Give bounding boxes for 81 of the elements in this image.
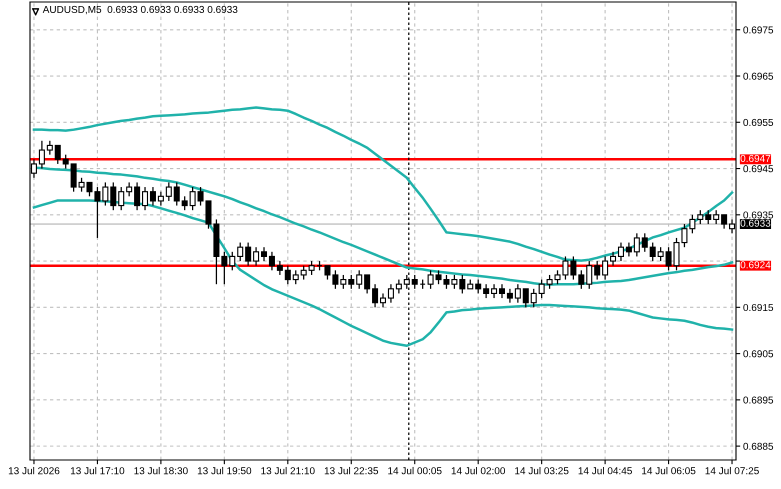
y-tick-label: 0.6955 [743, 118, 774, 126]
candlestick [689, 214, 696, 234]
candlestick [221, 251, 228, 285]
candlestick [443, 274, 450, 290]
candlestick [570, 256, 576, 280]
candlestick [158, 191, 164, 206]
candlestick [610, 251, 616, 266]
x-tick-label: 13 Jul 17:10 [70, 466, 124, 474]
candlestick [94, 186, 100, 239]
candlestick [602, 256, 608, 280]
candlestick [673, 237, 680, 271]
candlestick [634, 232, 640, 258]
candlestick [253, 246, 260, 266]
candlestick [245, 242, 252, 266]
x-tick-label: 14 Jul 03:25 [515, 466, 568, 474]
candlestick [658, 246, 664, 262]
candlestick [134, 182, 140, 211]
candlestick [316, 260, 323, 271]
candlestick [150, 186, 156, 206]
candlestick [205, 200, 212, 230]
candlestick [324, 265, 330, 280]
y-tick-label: 0.6945 [743, 165, 774, 172]
candlestick [372, 284, 378, 308]
candlestick [554, 270, 561, 285]
x-tick-label: 14 Jul 00:05 [388, 466, 442, 474]
candlestick [451, 274, 458, 290]
candlestick [102, 182, 108, 206]
x-tick-label: 13 Jul 22:35 [324, 466, 378, 474]
candlestick [332, 270, 338, 290]
candlestick [420, 278, 426, 290]
y-tick-label: 0.6895 [743, 396, 774, 404]
candlestick [260, 246, 268, 262]
candlestick [428, 270, 434, 290]
candlestick [70, 163, 77, 192]
candlestick [364, 274, 370, 294]
candlestick [721, 214, 728, 230]
candlestick [498, 284, 506, 299]
x-tick-label: 13 Jul 2026 [8, 466, 60, 474]
candlestick [546, 274, 553, 290]
candlestick [681, 223, 688, 248]
x-tick-label: 14 Jul 02:00 [452, 466, 506, 474]
candlestick [190, 186, 196, 211]
candlestick [483, 284, 490, 299]
candlestick [380, 292, 386, 308]
candlestick [86, 182, 93, 197]
x-tick-label: 13 Jul 21:10 [261, 466, 315, 474]
x-tick-label: 13 Jul 19:50 [198, 466, 252, 474]
x-tick-label: 13 Jul 18:30 [134, 466, 188, 474]
candlestick [126, 182, 132, 197]
candlestick [514, 284, 521, 304]
candlestick [396, 278, 402, 294]
x-tick-label: 14 Jul 07:25 [706, 466, 759, 474]
candlestick [562, 256, 568, 280]
candlestick [436, 270, 442, 285]
y-tick-label: 0.6965 [743, 72, 774, 80]
y-tick-label: 0.6915 [743, 304, 774, 312]
candlestick [78, 177, 85, 192]
y-tick-label: 0.6885 [743, 442, 774, 450]
x-tick-label: 14 Jul 06:05 [642, 466, 696, 474]
candlestick [142, 186, 148, 211]
candlestick [618, 242, 624, 262]
ref-line-label: 0.6947 [740, 154, 770, 162]
candlestick [626, 242, 632, 258]
chart-title: AUDUSD,M5 0.6933 0.6933 0.6933 0.6933 [42, 6, 238, 14]
candlestick [491, 284, 498, 299]
ref-line-label: 0.6924 [740, 261, 770, 268]
candlestick [308, 260, 315, 276]
y-tick-label: 0.6905 [743, 350, 774, 358]
candlestick [268, 251, 275, 271]
x-tick-label: 14 Jul 04:45 [578, 466, 632, 474]
candlestick [666, 246, 672, 271]
candlestick [340, 274, 346, 290]
candlestick [198, 186, 204, 206]
y-tick-label: 0.6975 [743, 26, 774, 34]
candlestick [38, 140, 45, 170]
candlestick [538, 278, 545, 299]
candlestick [388, 284, 394, 304]
candlestick [276, 260, 283, 276]
y-tick-label: 0.6935 [743, 211, 774, 219]
candlestick [506, 288, 513, 304]
ref-line-label: 0.6933 [740, 220, 770, 227]
